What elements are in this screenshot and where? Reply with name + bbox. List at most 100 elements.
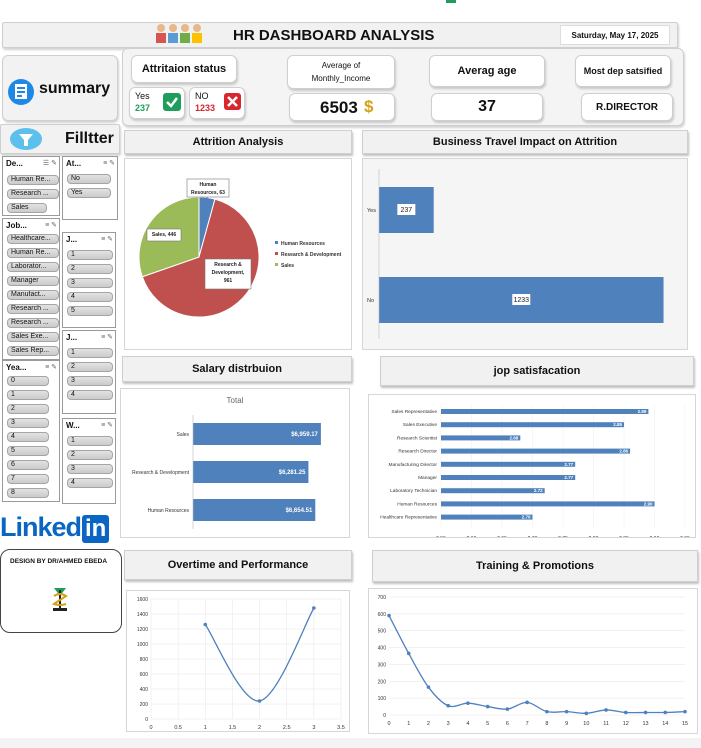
slicer-item[interactable]: 4	[67, 478, 113, 488]
slicer-years[interactable]: Yea... ≡ ✎ 0 1 2 3 4 5 6 7 8	[2, 360, 60, 502]
slicer-item[interactable]: 7	[7, 474, 49, 484]
slicer-item[interactable]: 5	[7, 446, 49, 456]
slicer-item[interactable]: 2	[67, 450, 113, 460]
filter-icon[interactable]	[9, 127, 43, 151]
slicer-item[interactable]: 3	[67, 376, 113, 386]
slicer-item[interactable]: Research ...	[7, 304, 59, 314]
slicer-item[interactable]: Sales Rep...	[7, 346, 59, 356]
no-value: 1233	[195, 103, 216, 113]
slicer-j2[interactable]: J... ≡ ✎ 1 2 3 4	[62, 330, 116, 414]
slicer-item[interactable]: Human Re...	[7, 248, 59, 258]
slicer-item[interactable]: 1	[7, 390, 49, 400]
slicer-item[interactable]: Manufact...	[7, 290, 59, 300]
no-kpi[interactable]: NO 1233	[189, 87, 245, 119]
slicer-item[interactable]: Research ...	[7, 189, 59, 199]
slicer-item[interactable]: 1	[67, 436, 113, 446]
slicer-item[interactable]: Research ...	[7, 318, 59, 328]
most-dep-value-box: R.DIRECTOR	[581, 93, 673, 121]
slicer-item[interactable]: Sales Exe...	[7, 332, 59, 342]
attrition-pie-svg: Human Resources, 63 Research & Development,…	[138, 178, 342, 318]
axis-tick-label: 200	[378, 679, 387, 685]
slicer-item[interactable]: 1	[67, 250, 113, 260]
bar	[193, 423, 321, 445]
clear-filter-icon[interactable]: ≡ ✎	[101, 334, 113, 341]
clear-filter-icon[interactable]: ≡ ✎	[101, 236, 113, 243]
yes-kpi[interactable]: Yes 237	[129, 87, 185, 119]
axis-tick-label: 12	[623, 721, 629, 727]
business-travel-chart[interactable]: Yes 237 No 1233	[362, 158, 688, 350]
bar-data-label: $6,959.17	[291, 432, 318, 438]
clear-filter-icon[interactable]: ≡ ✎	[103, 160, 115, 167]
clear-filter-icon[interactable]: ≡ ✎	[101, 422, 113, 429]
slicer-item[interactable]: 5	[67, 306, 113, 316]
clear-filter-icon[interactable]: ≡ ✎	[45, 364, 57, 371]
salary-chart[interactable]: Total Sales $6,959.17 Research & Developmen…	[120, 388, 350, 538]
axis-tick-label: 2	[427, 721, 430, 727]
training-chart[interactable]: 0 100 200 300 400 500 600 700 0 1 2 3 4 5 6 7 8 9 10 11 12 13…	[368, 588, 698, 734]
close-icon	[224, 93, 241, 110]
slicer-item[interactable]: 6	[7, 460, 49, 470]
slicer-item[interactable]: Sales	[7, 203, 47, 213]
axis-tick-label: Human Resources	[148, 508, 190, 514]
data-point	[485, 704, 490, 709]
axis-tick-label: Research & Development	[132, 470, 190, 476]
slicer-item[interactable]: 4	[67, 292, 113, 302]
axis-tick-label: 0	[149, 725, 152, 731]
axis-tick-label: 400	[378, 646, 387, 652]
slicer-item[interactable]: No	[67, 174, 111, 184]
linkedin-logo[interactable]: Linked in	[0, 512, 120, 544]
kpi-strip: Attritaion status Yes 237 NO 1233 Averag…	[122, 48, 684, 126]
slicer-item[interactable]: Laborator...	[7, 262, 59, 272]
data-point	[683, 709, 687, 714]
bar-data-label: 2.90	[644, 501, 653, 506]
bar-data-label: 2.72	[534, 488, 543, 493]
summary-card[interactable]: summary	[2, 55, 118, 121]
data-point	[525, 700, 529, 705]
slicer-j1[interactable]: J... ≡ ✎ 1 2 3 4 5	[62, 232, 116, 328]
axis-tick-label: Manager	[418, 475, 437, 481]
slicer-w[interactable]: W... ≡ ✎ 1 2 3 4	[62, 418, 116, 504]
slicer-item[interactable]: Manager	[7, 276, 59, 286]
clear-filter-icon[interactable]: ≡ ✎	[45, 222, 57, 229]
slicer-item[interactable]: 2	[67, 362, 113, 372]
pie-data-label: Human	[200, 182, 217, 188]
job-satisfaction-chart[interactable]: 2.55 2.60 2.65 2.70 2.75 2.80 2.85 2.90 2.95 Sale…	[368, 394, 696, 542]
slicer-item[interactable]: Yes	[67, 188, 111, 198]
axis-tick-label: Human Resources	[397, 501, 437, 507]
header-avatars-icon	[153, 21, 205, 45]
panel-title-salary: Salary distrbuion	[122, 356, 352, 382]
slicer-item[interactable]: 4	[7, 432, 49, 442]
slicer-jobrole[interactable]: Job... ≡ ✎ Healthcare... Human Re... Lab…	[2, 218, 60, 360]
slicer-item[interactable]: 8	[7, 488, 49, 498]
slicer-item[interactable]: 4	[67, 390, 113, 400]
axis-tick-label: 600	[140, 672, 149, 678]
axis-tick-label: 1600	[137, 597, 148, 603]
slicer-item[interactable]: 0	[7, 376, 49, 386]
bar	[441, 448, 631, 454]
data-point	[663, 710, 668, 715]
slicer-attrition[interactable]: At... ≡ ✎ No Yes	[62, 156, 118, 220]
avg-age-label: Averag age	[457, 65, 517, 77]
pie-data-label-box	[146, 228, 182, 242]
overtime-chart[interactable]: 0 200 400 600 800 1000 1200 1400 1600 0 0.5 1 1.5 2 2.…	[126, 590, 350, 732]
slicer-department[interactable]: De... ☰ ✎ Human Re... Research ... Sales	[2, 156, 60, 216]
slicer-item[interactable]: 1	[67, 348, 113, 358]
attrition-pie-chart[interactable]: Human Resources, 63 Research & Development,…	[124, 158, 352, 350]
slicer-item[interactable]: 2	[7, 404, 49, 414]
slicer-item[interactable]: 2	[67, 264, 113, 274]
header-bar: HR DASHBOARD ANALYSIS Saturday, May 17, …	[2, 22, 678, 48]
yes-value: 237	[135, 103, 151, 113]
slicer-item[interactable]: Human Re...	[7, 175, 59, 185]
yes-label: Yes	[135, 91, 150, 101]
slicer-item[interactable]: Healthcare...	[7, 234, 59, 244]
bar-data-label: 1233	[513, 297, 529, 304]
slicer-item[interactable]: 3	[7, 418, 49, 428]
axis-tick-label: 1200	[137, 627, 148, 633]
axis-tick-label: 2.90	[650, 536, 660, 537]
job-satisfaction-svg: 2.55 2.60 2.65 2.70 2.75 2.80 2.85 2.90 2.95 Sale…	[380, 405, 690, 542]
slicer-item[interactable]: 3	[67, 278, 113, 288]
axis-tick-label: 2.65	[497, 536, 507, 537]
slicer-item[interactable]: 3	[67, 464, 113, 474]
clear-filter-icon[interactable]: ☰ ✎	[42, 160, 57, 167]
